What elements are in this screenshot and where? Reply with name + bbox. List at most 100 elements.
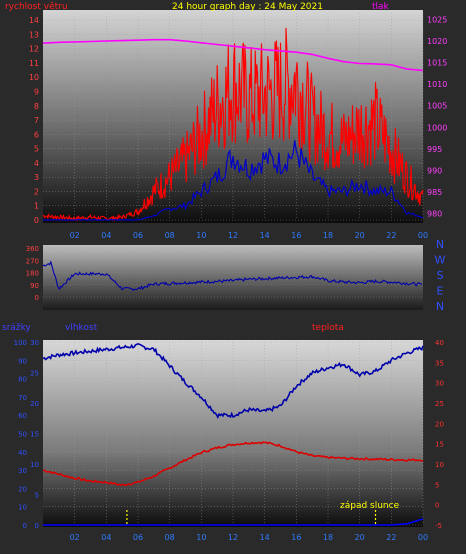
humidity-tick-label: 30 xyxy=(18,467,27,475)
wind-tick-label: 14 xyxy=(29,16,39,25)
wind-tick-label: 8 xyxy=(34,102,39,111)
pressure-line xyxy=(42,38,424,72)
direction-tick-label: 270 xyxy=(26,257,39,265)
humidity-tick-label: 40 xyxy=(18,449,27,457)
rain-tick-label: 0 xyxy=(35,522,39,530)
sunset-annotation: západ slunce xyxy=(340,501,400,511)
direction-tick-label: 360 xyxy=(26,245,39,253)
humidity-axis-label: vlhkost xyxy=(65,323,98,333)
humidity-line xyxy=(42,342,424,420)
temperature-tick-label: 10 xyxy=(435,461,444,469)
temperature-tick-label: 25 xyxy=(435,400,444,408)
humidity-tick-label: 20 xyxy=(18,485,27,493)
rain-tick-label: 15 xyxy=(30,431,39,439)
pressure-tick-label: 1010 xyxy=(427,80,447,89)
wind-tick-label: 2 xyxy=(34,187,39,196)
wind-tick-label: 5 xyxy=(34,145,39,154)
pressure-tick-label: 985 xyxy=(427,188,442,197)
rain-tick-label: 30 xyxy=(30,339,39,347)
compass-label: E xyxy=(437,285,444,298)
compass-label: W xyxy=(435,254,446,267)
pressure-tick-label: 1015 xyxy=(427,59,447,68)
wind-tick-label: 12 xyxy=(29,45,39,54)
rain-tick-label: 5 xyxy=(35,492,39,500)
pressure-tick-label: 980 xyxy=(427,210,442,219)
wind-tick-label: 6 xyxy=(34,130,39,139)
wind-tick-label: 9 xyxy=(34,88,39,97)
temperature-tick-label: 30 xyxy=(435,380,444,388)
wind-tick-label: 1 xyxy=(34,202,39,211)
wind-tick-label: 13 xyxy=(29,30,39,39)
temperature-tick-label: -5 xyxy=(435,522,442,530)
pressure-tick-label: 990 xyxy=(427,166,442,175)
humidity-tick-label: 10 xyxy=(18,504,27,512)
wind-tick-label: 0 xyxy=(34,216,39,225)
x-tick-label: 12 xyxy=(228,533,238,542)
temperature-tick-label: 20 xyxy=(435,420,444,428)
temperature-line xyxy=(42,441,424,487)
x-tick-label: 06 xyxy=(133,231,143,240)
humidity-tick-label: 50 xyxy=(18,431,27,439)
x-tick-label: 04 xyxy=(101,533,111,542)
humidity-tick-label: 0 xyxy=(23,522,27,530)
temperature-tick-label: 5 xyxy=(435,481,439,489)
x-tick-label: 16 xyxy=(291,231,301,240)
wind-tick-label: 11 xyxy=(29,59,39,68)
direction-tick-label: 180 xyxy=(26,270,39,278)
temperature-tick-label: 35 xyxy=(435,359,444,367)
wind-direction-line xyxy=(42,260,423,292)
compass-label: N xyxy=(436,238,444,251)
pressure-tick-label: 1025 xyxy=(427,15,447,24)
series-layer xyxy=(42,27,424,526)
compass-label: N xyxy=(436,300,444,313)
humidity-tick-label: 100 xyxy=(14,339,27,347)
rain-tick-label: 20 xyxy=(30,400,39,408)
wind-speed-axis-label: rychlost větru xyxy=(5,2,68,12)
rain-line xyxy=(43,518,424,526)
humidity-tick-label: 90 xyxy=(18,357,27,365)
x-tick-label: 04 xyxy=(101,231,111,240)
x-tick-label: 08 xyxy=(165,533,175,542)
chart-title: 24 hour graph day : 24 May 2021 xyxy=(172,2,323,12)
x-tick-label: 08 xyxy=(165,231,175,240)
wind-direction-plot-area xyxy=(43,245,423,310)
rain-tick-label: 25 xyxy=(30,370,39,378)
temperature-tick-label: 0 xyxy=(435,502,439,510)
wind-tick-label: 7 xyxy=(34,116,39,125)
pressure-axis-label: tlak xyxy=(372,2,390,12)
x-tick-label: 10 xyxy=(196,231,206,240)
x-tick-label: 00 xyxy=(418,533,428,542)
x-tick-label: 14 xyxy=(260,533,270,542)
temperature-tick-label: 15 xyxy=(435,441,444,449)
x-tick-label: 22 xyxy=(386,231,396,240)
wind-gust-line xyxy=(42,27,424,222)
pressure-tick-label: 995 xyxy=(427,145,442,154)
rain-tick-label: 10 xyxy=(30,461,39,469)
x-tick-label: 22 xyxy=(386,533,396,542)
x-tick-label: 02 xyxy=(70,231,80,240)
compass-label: S xyxy=(437,269,444,282)
x-tick-label: 10 xyxy=(196,533,206,542)
x-tick-label: 20 xyxy=(355,533,365,542)
humidity-tick-label: 70 xyxy=(18,394,27,402)
wind-tick-label: 3 xyxy=(34,173,39,182)
x-tick-label: 02 xyxy=(70,533,80,542)
wind-tick-label: 10 xyxy=(29,73,39,82)
x-tick-label: 12 xyxy=(228,231,238,240)
x-tick-label: 00 xyxy=(418,231,428,240)
x-tick-label: 20 xyxy=(355,231,365,240)
tick-labels: 0123456789101112131498098599099510001005… xyxy=(14,15,448,542)
x-tick-label: 18 xyxy=(323,533,333,542)
rain-axis-label: srážky xyxy=(2,323,32,333)
x-tick-label: 14 xyxy=(260,231,270,240)
humidity-tick-label: 60 xyxy=(18,412,27,420)
pressure-tick-label: 1020 xyxy=(427,37,447,46)
temperature-tick-label: 40 xyxy=(435,339,444,347)
wind-tick-label: 4 xyxy=(34,159,39,168)
humidity-tick-label: 80 xyxy=(18,376,27,384)
wind-average-line xyxy=(42,140,424,221)
x-tick-label: 18 xyxy=(323,231,333,240)
pressure-tick-label: 1005 xyxy=(427,102,447,111)
